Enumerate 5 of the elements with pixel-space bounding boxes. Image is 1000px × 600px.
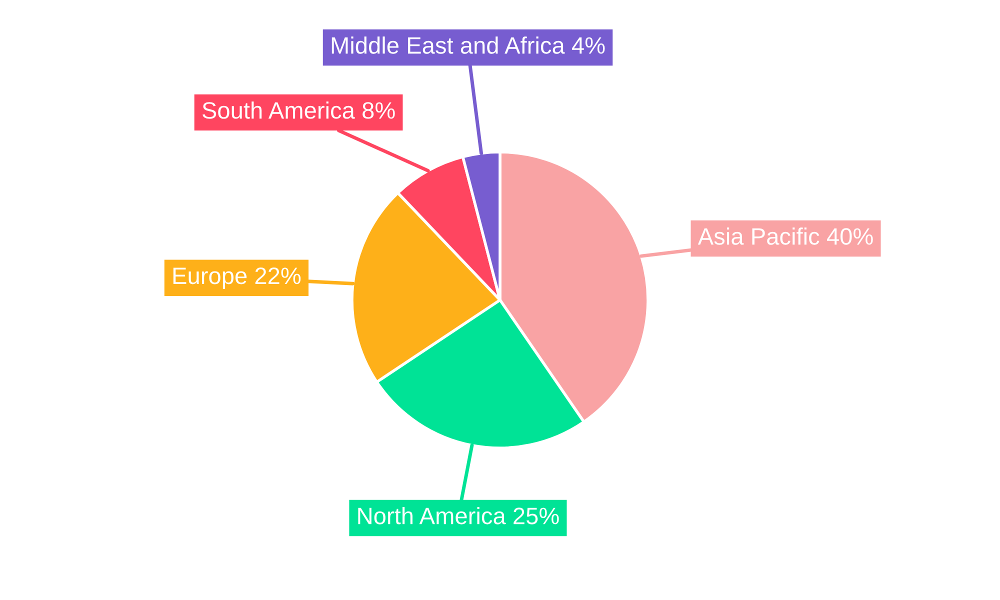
slice-label: South America 8% [202, 101, 395, 119]
slice-label: North America 25% [358, 506, 559, 524]
slice-label: Middle East and Africa 4% [332, 36, 605, 54]
slice-label: Europe 22% [173, 267, 301, 289]
slice-label: Asia Pacific 40% [698, 227, 873, 245]
